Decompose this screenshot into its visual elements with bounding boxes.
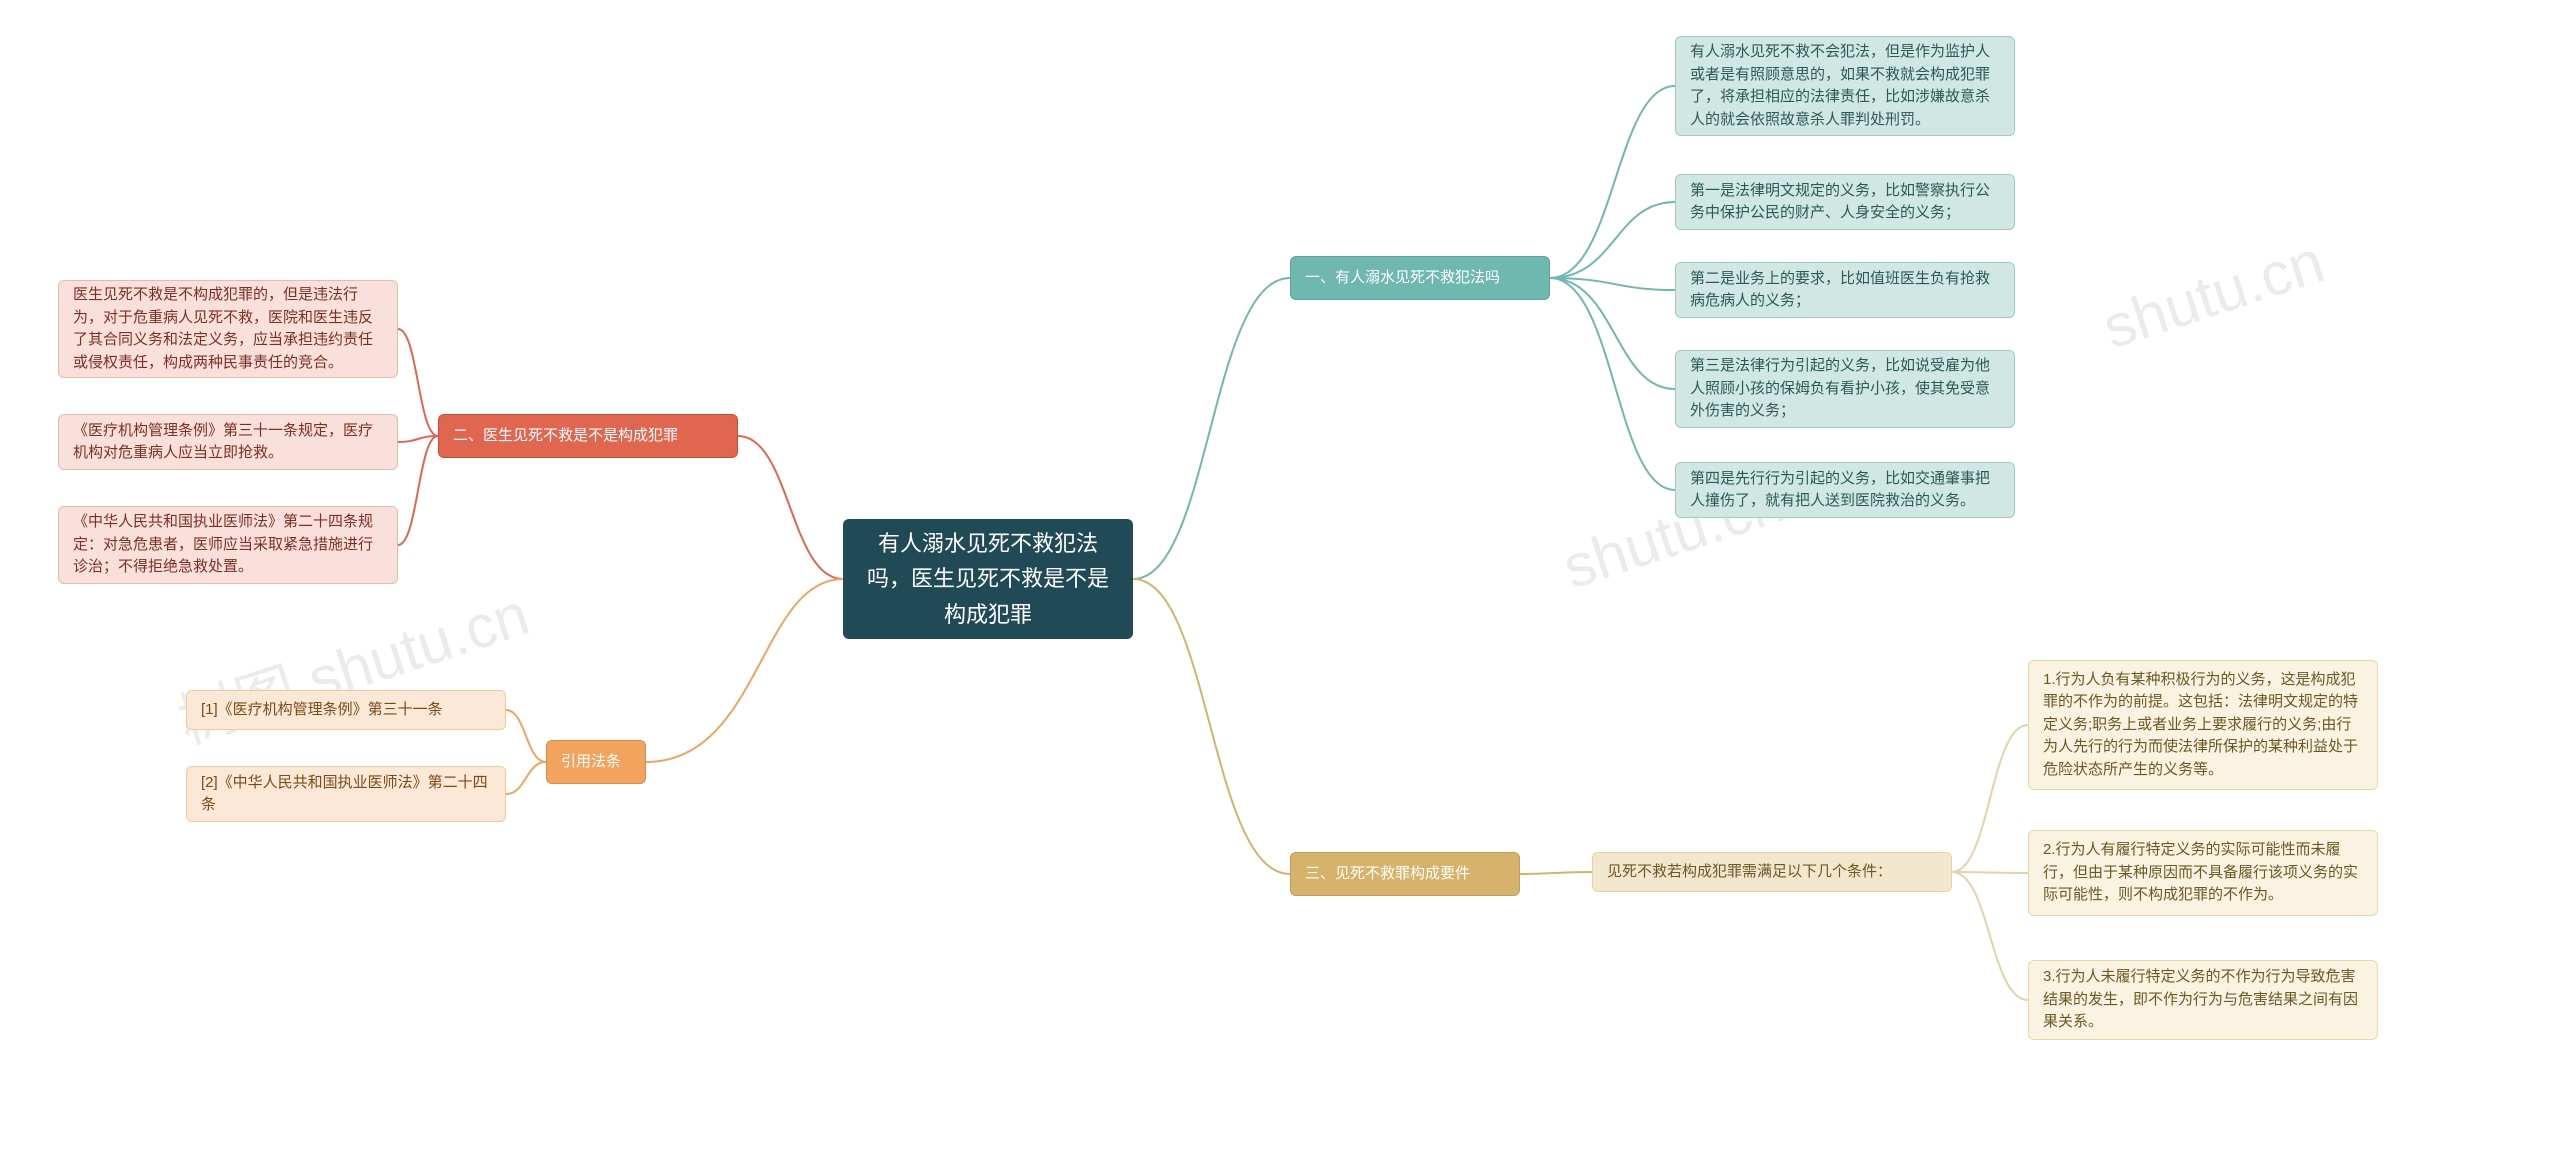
leaf-l4-2[interactable]: [2]《中华人民共和国执业医师法》第二十四条 <box>186 766 506 822</box>
conn-l2-c2 <box>398 436 438 442</box>
leaf-l2-2[interactable]: 《医疗机构管理条例》第三十一条规定，医疗机构对危重病人应当立即抢救。 <box>58 414 398 470</box>
conn-root-r1 <box>1133 278 1290 579</box>
conn-r3-mid <box>1520 872 1592 874</box>
watermark-3: shutu.cn <box>2095 227 2332 363</box>
conn-r1-c5 <box>1550 278 1675 490</box>
branch-l4[interactable]: 引用法条 <box>546 740 646 784</box>
conn-l2-c1 <box>398 329 438 436</box>
leaf-l2-1[interactable]: 医生见死不救是不构成犯罪的，但是违法行为，对于危重病人见死不救，医院和医生违反了… <box>58 280 398 378</box>
conn-l4-c1 <box>506 710 546 762</box>
conn-root-l4 <box>646 579 843 762</box>
leaf-l4-1[interactable]: [1]《医疗机构管理条例》第三十一条 <box>186 690 506 730</box>
leaf-r1-2[interactable]: 第一是法律明文规定的义务，比如警察执行公务中保护公民的财产、人身安全的义务； <box>1675 174 2015 230</box>
conn-r1-c1 <box>1550 86 1675 278</box>
leaf-r3-2[interactable]: 2.行为人有履行特定义务的实际可能性而未履行，但由于某种原因而不具备履行该项义务… <box>2028 830 2378 916</box>
conn-r1-c4 <box>1550 278 1675 389</box>
conn-root-l2 <box>738 436 843 579</box>
leaf-l2-3[interactable]: 《中华人民共和国执业医师法》第二十四条规定：对急危患者，医师应当采取紧急措施进行… <box>58 506 398 584</box>
conn-r1-c3 <box>1550 278 1675 290</box>
branch-r3[interactable]: 三、见死不救罪构成要件 <box>1290 852 1520 896</box>
conn-r3-cc1 <box>1952 725 2028 872</box>
conn-r3-cc2 <box>1952 872 2028 873</box>
leaf-r1-4[interactable]: 第三是法律行为引起的义务，比如说受雇为他人照顾小孩的保姆负有看护小孩，使其免受意… <box>1675 350 2015 428</box>
watermark-1: 树图 shutu.cn <box>165 566 538 761</box>
mindmap-root[interactable]: 有人溺水见死不救犯法吗，医生见死不救是不是构成犯罪 <box>843 519 1133 639</box>
leaf-r1-1[interactable]: 有人溺水见死不救不会犯法，但是作为监护人或者是有照顾意思的，如果不救就会构成犯罪… <box>1675 36 2015 136</box>
conn-r3-cc3 <box>1952 872 2028 1000</box>
leaf-r3-3[interactable]: 3.行为人未履行特定义务的不作为行为导致危害结果的发生，即不作为行为与危害结果之… <box>2028 960 2378 1040</box>
conn-l2-c3 <box>398 436 438 545</box>
conn-root-r3 <box>1133 579 1290 874</box>
branch-l2[interactable]: 二、医生见死不救是不是构成犯罪 <box>438 414 738 458</box>
conn-l4-c2 <box>506 762 546 794</box>
conn-r1-c2 <box>1550 202 1675 278</box>
leaf-r1-3[interactable]: 第二是业务上的要求，比如值班医生负有抢救病危病人的义务； <box>1675 262 2015 318</box>
branch-r1[interactable]: 一、有人溺水见死不救犯法吗 <box>1290 256 1550 300</box>
mid-r3[interactable]: 见死不救若构成犯罪需满足以下几个条件： <box>1592 852 1952 892</box>
leaf-r1-5[interactable]: 第四是先行行为引起的义务，比如交通肇事把人撞伤了，就有把人送到医院救治的义务。 <box>1675 462 2015 518</box>
leaf-r3-1[interactable]: 1.行为人负有某种积极行为的义务，这是构成犯罪的不作为的前提。这包括：法律明文规… <box>2028 660 2378 790</box>
